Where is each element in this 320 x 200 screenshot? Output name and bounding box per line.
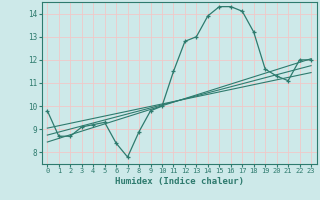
- X-axis label: Humidex (Indice chaleur): Humidex (Indice chaleur): [115, 177, 244, 186]
